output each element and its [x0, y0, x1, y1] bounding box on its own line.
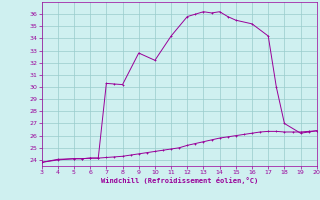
- X-axis label: Windchill (Refroidissement éolien,°C): Windchill (Refroidissement éolien,°C): [100, 177, 258, 184]
